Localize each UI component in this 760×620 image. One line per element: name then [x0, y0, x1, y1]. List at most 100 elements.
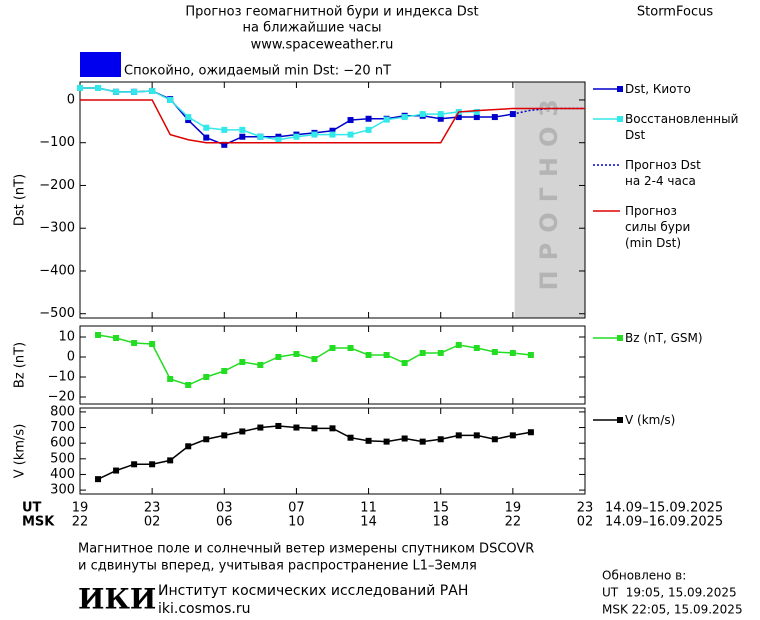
x-tick-label-msk: 18 — [432, 515, 449, 530]
data-point — [383, 438, 390, 445]
data-point — [239, 133, 246, 140]
legend-marker — [617, 86, 623, 92]
data-point — [491, 349, 498, 355]
subtitle: на ближайшие часы — [242, 21, 381, 36]
forecast-region — [514, 82, 585, 318]
data-point — [491, 114, 498, 121]
x-tick-label: 19 — [72, 501, 89, 516]
x-tick-label: 03 — [216, 501, 233, 516]
y-axis-label: Dst (nT) — [13, 174, 28, 226]
y-axis-label: V (km/s) — [13, 424, 28, 479]
data-point — [239, 428, 246, 435]
data-point — [383, 116, 390, 123]
x-row-label: MSK — [22, 515, 55, 530]
legend-marker — [617, 417, 623, 423]
data-point — [347, 434, 354, 441]
forecast-label: ПРОГНОЗ — [535, 90, 563, 291]
series-line — [97, 425, 532, 480]
data-point — [149, 341, 156, 347]
data-point — [275, 422, 282, 429]
x-tick-label: 23 — [144, 501, 161, 516]
series-line — [80, 87, 477, 141]
data-point — [365, 126, 372, 133]
data-point — [365, 115, 372, 122]
data-point — [473, 432, 480, 439]
x-tick-label-msk: 14 — [360, 515, 377, 530]
data-point — [365, 352, 372, 358]
x-tick-label-msk: 22 — [72, 515, 89, 530]
x-tick-label: 11 — [360, 501, 377, 516]
panel-frame — [79, 325, 586, 405]
y-tick-label: 0 — [67, 350, 75, 365]
data-point — [149, 87, 156, 94]
data-point — [275, 354, 282, 360]
y-tick-label: 500 — [50, 451, 75, 466]
data-point — [239, 126, 246, 133]
data-point — [329, 127, 336, 134]
data-point — [167, 457, 174, 464]
data-point — [257, 424, 264, 431]
panel-frame — [79, 81, 586, 319]
data-point — [383, 352, 390, 358]
data-point — [203, 436, 210, 443]
data-point — [419, 350, 426, 356]
data-point — [473, 114, 480, 121]
data-point — [113, 88, 120, 95]
x-tick-label-msk: 22 — [505, 515, 522, 530]
data-point — [347, 131, 354, 138]
data-point — [257, 133, 264, 140]
y-tick-label: 700 — [50, 420, 75, 435]
data-point — [311, 356, 318, 362]
data-point — [329, 131, 336, 138]
y-tick-label: −400 — [39, 263, 75, 278]
data-point — [239, 359, 246, 365]
data-point — [77, 84, 83, 91]
data-point — [167, 376, 174, 382]
data-point — [167, 96, 174, 103]
data-point — [185, 114, 192, 121]
data-point — [203, 124, 210, 131]
data-point — [455, 432, 462, 439]
data-point — [149, 461, 156, 468]
data-point — [347, 117, 354, 124]
data-point — [419, 438, 426, 445]
updated-ut: UT 19:05, 15.09.2025 — [602, 586, 737, 600]
data-point — [221, 126, 228, 133]
status: Спокойно, ожидаемый min Dst: −20 nT — [124, 64, 391, 79]
data-point — [113, 467, 120, 474]
y-tick-label: 0 — [67, 92, 75, 107]
x-tick-label: 23 — [577, 501, 594, 516]
date-range: 14.09–15.09.2025 — [605, 501, 723, 516]
y-tick-label: 800 — [50, 404, 75, 419]
data-point — [401, 114, 408, 121]
data-point — [185, 443, 192, 450]
data-point — [293, 424, 300, 431]
data-point — [401, 360, 408, 366]
legend-label: Bz (nT, GSM) — [625, 331, 703, 345]
x-tick-label-msk: 10 — [288, 515, 305, 530]
y-tick-label: −100 — [39, 135, 75, 150]
data-point — [437, 111, 444, 118]
data-point — [95, 332, 102, 338]
x-tick-label-msk: 02 — [577, 515, 594, 530]
data-point — [455, 114, 462, 121]
legend-label: Dst, Киото — [625, 82, 691, 96]
data-point — [437, 436, 444, 443]
x-tick-label: 19 — [505, 501, 522, 516]
status-box — [80, 52, 121, 77]
y-tick-label: −200 — [39, 178, 75, 193]
data-point — [131, 340, 138, 346]
data-point — [473, 108, 480, 115]
logo: ИКИ — [78, 583, 156, 616]
data-point — [95, 476, 102, 483]
institute-url: iki.cosmos.ru — [158, 601, 250, 617]
brand: StormFocus — [637, 5, 713, 20]
x-tick-label: 07 — [288, 501, 305, 516]
y-tick-label: 10 — [58, 330, 75, 345]
data-point — [473, 345, 480, 351]
url: www.spaceweather.ru — [251, 38, 394, 53]
legend-marker — [617, 116, 623, 122]
data-point — [131, 461, 138, 468]
title: Прогноз геомагнитной бури и индекса Dst — [185, 5, 478, 20]
